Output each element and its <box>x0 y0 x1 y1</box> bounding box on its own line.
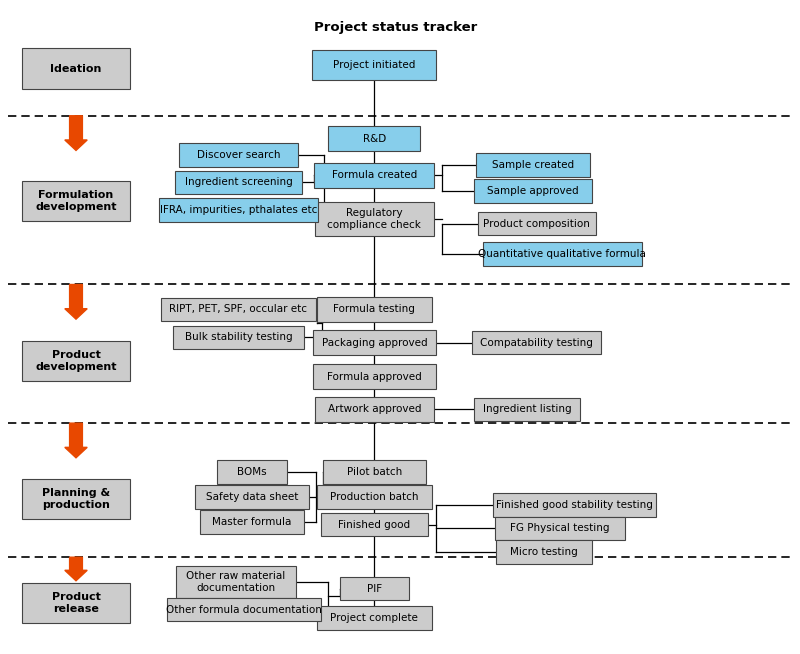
Text: Ingredient listing: Ingredient listing <box>483 404 571 415</box>
Text: FG Physical testing: FG Physical testing <box>510 523 610 534</box>
Text: RIPT, PET, SPF, occular etc: RIPT, PET, SPF, occular etc <box>170 304 307 315</box>
Text: Pilot batch: Pilot batch <box>346 467 402 477</box>
FancyArrow shape <box>65 423 87 458</box>
Text: Formula created: Formula created <box>332 170 417 181</box>
Text: Other formula documentation: Other formula documentation <box>166 604 322 615</box>
Text: Other raw material
documentation: Other raw material documentation <box>186 571 286 593</box>
FancyArrow shape <box>65 557 87 581</box>
FancyBboxPatch shape <box>474 398 581 421</box>
FancyBboxPatch shape <box>166 598 321 621</box>
Text: Project status tracker: Project status tracker <box>314 21 478 34</box>
FancyBboxPatch shape <box>314 330 435 355</box>
Text: BOMs: BOMs <box>237 467 267 477</box>
FancyBboxPatch shape <box>195 485 309 509</box>
FancyBboxPatch shape <box>314 163 434 188</box>
FancyBboxPatch shape <box>478 212 596 235</box>
FancyBboxPatch shape <box>22 48 130 89</box>
Text: Finished good: Finished good <box>338 519 410 530</box>
FancyBboxPatch shape <box>475 153 590 177</box>
FancyBboxPatch shape <box>483 242 642 266</box>
Text: Product
development: Product development <box>35 350 117 372</box>
Text: Project complete: Project complete <box>330 613 418 623</box>
Text: Sample approved: Sample approved <box>487 186 578 196</box>
Text: Packaging approved: Packaging approved <box>322 337 427 348</box>
FancyBboxPatch shape <box>317 485 432 509</box>
Text: Formula approved: Formula approved <box>327 371 422 382</box>
Text: Sample created: Sample created <box>492 160 574 170</box>
FancyBboxPatch shape <box>175 171 302 194</box>
FancyBboxPatch shape <box>317 297 432 322</box>
FancyArrow shape <box>65 284 87 319</box>
FancyBboxPatch shape <box>496 540 592 564</box>
FancyBboxPatch shape <box>22 583 130 623</box>
FancyBboxPatch shape <box>200 510 304 534</box>
Text: Production batch: Production batch <box>330 492 418 502</box>
Text: Project initiated: Project initiated <box>334 60 415 71</box>
Text: Bulk stability testing: Bulk stability testing <box>185 332 292 343</box>
FancyBboxPatch shape <box>329 126 421 151</box>
FancyBboxPatch shape <box>493 493 655 517</box>
FancyBboxPatch shape <box>313 50 437 80</box>
FancyBboxPatch shape <box>159 198 318 222</box>
Text: Micro testing: Micro testing <box>510 547 578 557</box>
Text: Quantitative qualitative formula: Quantitative qualitative formula <box>478 249 646 259</box>
Text: Master formula: Master formula <box>212 517 292 527</box>
Text: Formulation
development: Formulation development <box>35 190 117 212</box>
FancyBboxPatch shape <box>317 606 432 630</box>
Text: Artwork approved: Artwork approved <box>328 404 421 415</box>
FancyBboxPatch shape <box>315 202 434 236</box>
Text: Finished good stability testing: Finished good stability testing <box>496 500 653 510</box>
Text: PIF: PIF <box>367 583 382 594</box>
FancyBboxPatch shape <box>176 566 296 598</box>
FancyBboxPatch shape <box>474 179 592 203</box>
FancyBboxPatch shape <box>494 517 626 540</box>
FancyBboxPatch shape <box>340 577 410 600</box>
FancyBboxPatch shape <box>323 460 426 484</box>
Text: Ideation: Ideation <box>50 63 102 74</box>
FancyBboxPatch shape <box>315 397 434 422</box>
Text: Regulatory
compliance check: Regulatory compliance check <box>327 208 422 230</box>
FancyBboxPatch shape <box>161 298 315 321</box>
Text: Ingredient screening: Ingredient screening <box>185 177 292 188</box>
FancyBboxPatch shape <box>22 479 130 519</box>
FancyArrow shape <box>65 116 87 150</box>
Text: Compatability testing: Compatability testing <box>480 337 594 348</box>
FancyBboxPatch shape <box>472 331 602 354</box>
FancyBboxPatch shape <box>22 341 130 381</box>
Text: Safety data sheet: Safety data sheet <box>206 492 298 502</box>
Text: Product
release: Product release <box>51 592 101 614</box>
Text: Discover search: Discover search <box>197 150 280 160</box>
Text: Planning &
production: Planning & production <box>42 488 110 510</box>
FancyBboxPatch shape <box>22 181 130 221</box>
Text: R&D: R&D <box>362 133 386 144</box>
Text: IFRA, impurities, pthalates etc: IFRA, impurities, pthalates etc <box>160 205 317 215</box>
FancyBboxPatch shape <box>173 326 303 349</box>
FancyBboxPatch shape <box>322 513 427 536</box>
FancyBboxPatch shape <box>314 364 435 389</box>
FancyBboxPatch shape <box>179 143 298 167</box>
Text: Formula testing: Formula testing <box>334 304 415 315</box>
Text: Product composition: Product composition <box>483 218 590 229</box>
FancyBboxPatch shape <box>217 460 287 484</box>
